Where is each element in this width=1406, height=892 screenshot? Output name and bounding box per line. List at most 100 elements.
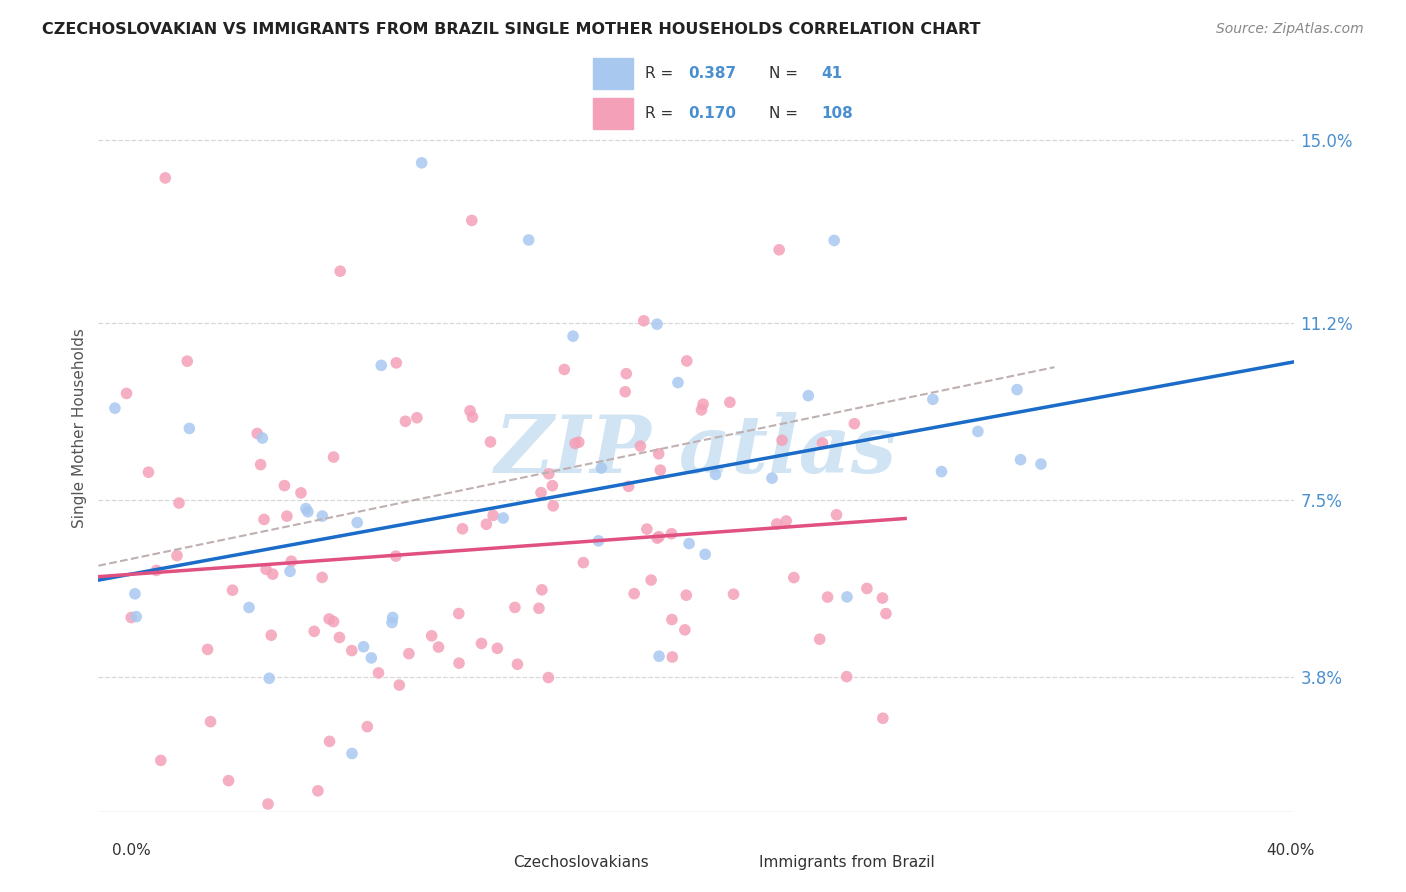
Point	[797, 389, 820, 403]
Point	[844, 417, 866, 431]
Text: Source: ZipAtlas.com: Source: ZipAtlas.com	[1216, 22, 1364, 37]
Point	[295, 501, 318, 516]
Point	[155, 170, 177, 185]
Point	[179, 421, 201, 435]
Bar	[593, 58, 633, 89]
Point	[628, 439, 651, 453]
Point	[823, 234, 845, 248]
Point	[673, 623, 696, 637]
Point	[461, 410, 484, 425]
Point	[197, 642, 219, 657]
Bar	[593, 98, 633, 129]
Point	[329, 264, 352, 278]
Point	[517, 233, 540, 247]
Point	[650, 463, 672, 477]
Y-axis label: Single Mother Households: Single Mother Households	[72, 328, 87, 528]
Text: Czechoslovakians: Czechoslovakians	[513, 855, 650, 870]
Point	[661, 613, 683, 627]
Text: CZECHOSLOVAKIAN VS IMMIGRANTS FROM BRAZIL SINGLE MOTHER HOUSEHOLDS CORRELATION C: CZECHOSLOVAKIAN VS IMMIGRANTS FROM BRAZI…	[42, 22, 980, 37]
Point	[318, 612, 340, 626]
Point	[104, 401, 127, 416]
Point	[718, 395, 741, 409]
Point	[808, 632, 831, 647]
Point	[262, 567, 284, 582]
Point	[238, 600, 260, 615]
Point	[690, 402, 713, 417]
Text: ZIP atlas: ZIP atlas	[495, 412, 897, 490]
Point	[636, 522, 658, 536]
Text: R =: R =	[645, 106, 679, 121]
Point	[541, 478, 564, 492]
Point	[640, 573, 662, 587]
Point	[541, 499, 564, 513]
Point	[302, 624, 325, 639]
Point	[370, 359, 392, 373]
Point	[872, 711, 894, 725]
Point	[475, 517, 498, 532]
Point	[817, 590, 839, 604]
Point	[145, 563, 167, 577]
Point	[811, 436, 834, 450]
Point	[568, 435, 591, 450]
Text: 0.387: 0.387	[689, 66, 737, 81]
Point	[340, 643, 363, 657]
Point	[675, 354, 697, 368]
Point	[872, 591, 894, 605]
Point	[783, 571, 806, 585]
Point	[530, 485, 553, 500]
Point	[176, 354, 198, 368]
Point	[506, 657, 529, 672]
Point	[553, 362, 575, 376]
Point	[766, 516, 789, 531]
Point	[645, 531, 668, 545]
Point	[200, 714, 222, 729]
Point	[125, 609, 148, 624]
Point	[614, 367, 637, 381]
Point	[406, 410, 429, 425]
Point	[246, 426, 269, 441]
Point	[479, 434, 502, 449]
Point	[218, 773, 240, 788]
Point	[825, 508, 848, 522]
Point	[835, 670, 858, 684]
Point	[527, 601, 550, 615]
Point	[346, 516, 368, 530]
Point	[280, 554, 302, 568]
Point	[648, 530, 671, 544]
Point	[388, 678, 411, 692]
Text: N =: N =	[769, 66, 803, 81]
Point	[322, 615, 344, 629]
Point	[385, 356, 408, 370]
Point	[503, 600, 526, 615]
Text: N =: N =	[769, 106, 803, 121]
Point	[661, 526, 683, 541]
Point	[318, 734, 340, 748]
Point	[353, 640, 375, 654]
Point	[115, 386, 138, 401]
Point	[1029, 457, 1052, 471]
Point	[470, 636, 492, 650]
Point	[647, 447, 669, 461]
Point	[562, 329, 585, 343]
Point	[588, 533, 610, 548]
Point	[692, 397, 714, 411]
Point	[678, 536, 700, 550]
Point	[257, 797, 280, 811]
Point	[770, 434, 793, 448]
Point	[166, 549, 188, 563]
Point	[564, 436, 586, 450]
Point	[290, 486, 312, 500]
Point	[221, 583, 243, 598]
Point	[967, 425, 990, 439]
Point	[254, 562, 277, 576]
Point	[775, 514, 797, 528]
Point	[297, 505, 319, 519]
Point	[761, 471, 783, 485]
Text: 0.0%: 0.0%	[112, 843, 152, 858]
Point	[278, 565, 301, 579]
Point	[931, 465, 953, 479]
Point	[704, 467, 727, 482]
Text: 40.0%: 40.0%	[1267, 843, 1315, 858]
Point	[356, 720, 378, 734]
Point	[617, 479, 640, 493]
